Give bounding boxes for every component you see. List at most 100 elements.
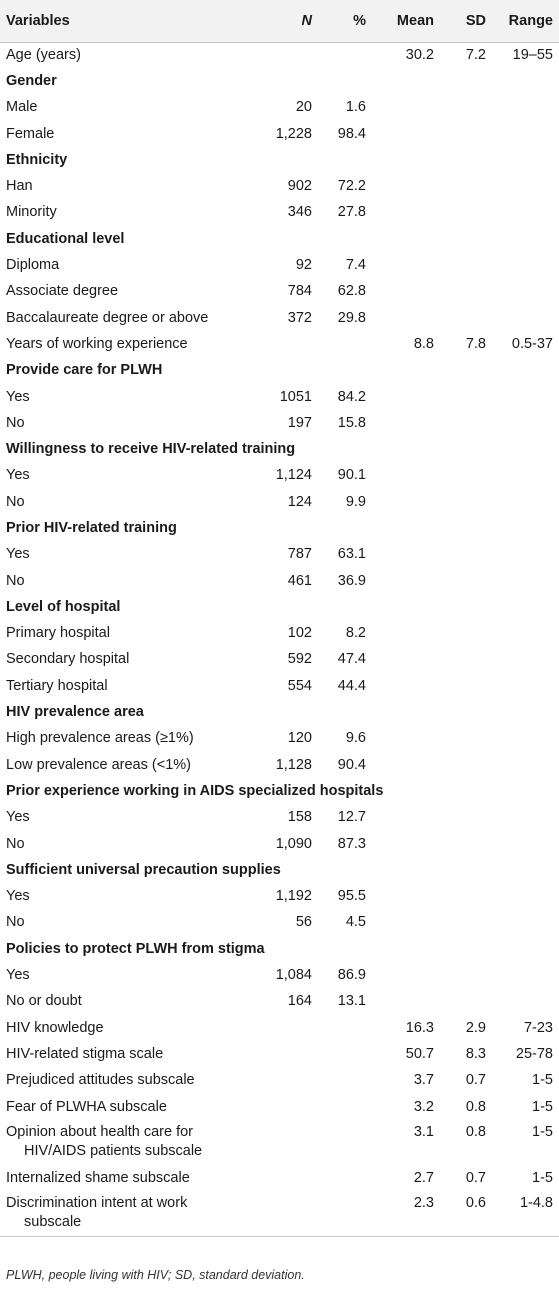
n-cell: 1051 <box>279 388 312 405</box>
table-row: Tertiary hospital 554 44.4 <box>0 673 559 699</box>
variable-label-text: Age (years) <box>6 46 81 63</box>
variable-label-text: Discrimination intent at work <box>6 1195 188 1212</box>
variable-label: Years of working experience <box>0 331 268 357</box>
variable-label-text: Male <box>6 99 38 116</box>
percent-cell <box>318 1041 372 1067</box>
sd-cell: 0.6 <box>465 1195 486 1212</box>
sd-cell <box>440 884 492 910</box>
sd-cell: 8.3 <box>465 1045 486 1062</box>
sd-cell: 0.8 <box>465 1098 486 1115</box>
section-label: Prior HIV-related training <box>6 519 177 536</box>
mean-cell <box>372 884 440 910</box>
mean-cell <box>372 279 440 305</box>
sd-cell <box>440 910 492 936</box>
table-row: Internalized shame subscale 2.7 0.7 1-5 <box>0 1165 559 1191</box>
percent-cell: 8.2 <box>345 625 366 642</box>
sd-cell <box>440 489 492 515</box>
range-cell: 25-78 <box>515 1045 553 1062</box>
n-cell <box>268 1068 318 1094</box>
mean-cell <box>372 910 440 936</box>
mean-cell <box>372 384 440 410</box>
n-cell: 164 <box>287 993 312 1010</box>
n-cell: 56 <box>295 914 312 931</box>
variable-label: Han <box>0 173 268 199</box>
sd-cell <box>440 121 492 147</box>
variable-label: No or doubt <box>0 989 268 1015</box>
variable-label-text: Yes <box>6 967 30 984</box>
mean-cell <box>372 831 440 857</box>
variable-label-text: Han <box>6 178 33 195</box>
range-cell: 1-5 <box>532 1098 553 1115</box>
section-header-row: HIV prevalence area <box>0 699 559 725</box>
table-row: No 461 36.9 <box>0 568 559 594</box>
n-cell <box>268 1041 318 1067</box>
mean-cell <box>372 542 440 568</box>
range-cell: 1-5 <box>532 1124 553 1141</box>
mean-cell: 3.7 <box>413 1072 434 1089</box>
variable-label: High prevalence areas (≥1%) <box>0 726 268 752</box>
mean-cell <box>372 173 440 199</box>
range-cell <box>492 200 559 226</box>
mean-cell <box>372 410 440 436</box>
variable-label: No <box>0 410 268 436</box>
n-cell: 346 <box>287 204 312 221</box>
range-cell <box>492 489 559 515</box>
variable-label: Internalized shame subscale <box>0 1165 268 1191</box>
section-label: Sufficient universal precaution supplies <box>6 861 281 878</box>
range-cell: 1-5 <box>532 1169 553 1186</box>
sd-cell <box>440 173 492 199</box>
mean-cell <box>372 463 440 489</box>
range-cell <box>492 568 559 594</box>
section-header-row: Gender <box>0 68 559 94</box>
n-cell: 592 <box>287 651 312 668</box>
percent-cell: 87.3 <box>337 835 366 852</box>
sd-cell <box>440 673 492 699</box>
mean-cell <box>372 568 440 594</box>
range-cell <box>492 805 559 831</box>
range-cell <box>492 410 559 436</box>
table-row: Prejudiced attitudes subscale 3.7 0.7 1-5 <box>0 1068 559 1094</box>
n-cell <box>268 1120 318 1165</box>
n-cell: 1,084 <box>275 967 312 984</box>
n-cell <box>268 331 318 357</box>
variable-label-text: Years of working experience <box>6 335 188 352</box>
range-cell: 0.5-37 <box>511 335 553 352</box>
sd-cell <box>440 962 492 988</box>
variable-label-text: Yes <box>6 467 30 484</box>
table-row: Male 20 1.6 <box>0 95 559 121</box>
table-row: No 124 9.9 <box>0 489 559 515</box>
n-cell: 787 <box>287 546 312 563</box>
mean-cell <box>372 805 440 831</box>
table-row: Diploma 92 7.4 <box>0 252 559 278</box>
table-body: Age (years) 30.2 7.2 19–55 Gender Male 20 1.6 Fe… <box>0 42 559 1237</box>
sd-cell <box>440 542 492 568</box>
n-cell <box>268 1094 318 1120</box>
range-cell <box>492 989 559 1015</box>
table-row: HIV-related stigma scale 50.7 8.3 25-78 <box>0 1041 559 1067</box>
table-row: No or doubt 164 13.1 <box>0 989 559 1015</box>
table-row: Yes 1,192 95.5 <box>0 884 559 910</box>
variable-label-text: Tertiary hospital <box>6 677 108 694</box>
n-cell: 1,192 <box>275 888 312 905</box>
table-row: Baccalaureate degree or above 372 29.8 <box>0 305 559 331</box>
n-cell: 461 <box>287 572 312 589</box>
percent-cell <box>318 1015 372 1041</box>
percent-cell: 9.9 <box>345 493 366 510</box>
table-row: Secondary hospital 592 47.4 <box>0 647 559 673</box>
table-header-row: Variables N % Mean SD Range <box>0 0 559 42</box>
percent-cell: 86.9 <box>337 967 366 984</box>
table-row: Yes 1,084 86.9 <box>0 962 559 988</box>
mean-cell <box>372 962 440 988</box>
table-row: Discrimination intent at work subscale 2.3… <box>0 1191 559 1237</box>
sd-cell <box>440 463 492 489</box>
range-cell: 1-5 <box>532 1072 553 1089</box>
mean-cell: 50.7 <box>405 1045 434 1062</box>
percent-cell: 72.2 <box>337 178 366 195</box>
variable-label-text: Primary hospital <box>6 625 110 642</box>
n-cell: 124 <box>287 493 312 510</box>
table-row: Yes 158 12.7 <box>0 805 559 831</box>
percent-cell: 90.4 <box>337 756 366 773</box>
variable-label: Male <box>0 95 268 121</box>
range-cell <box>492 95 559 121</box>
mean-cell <box>372 726 440 752</box>
